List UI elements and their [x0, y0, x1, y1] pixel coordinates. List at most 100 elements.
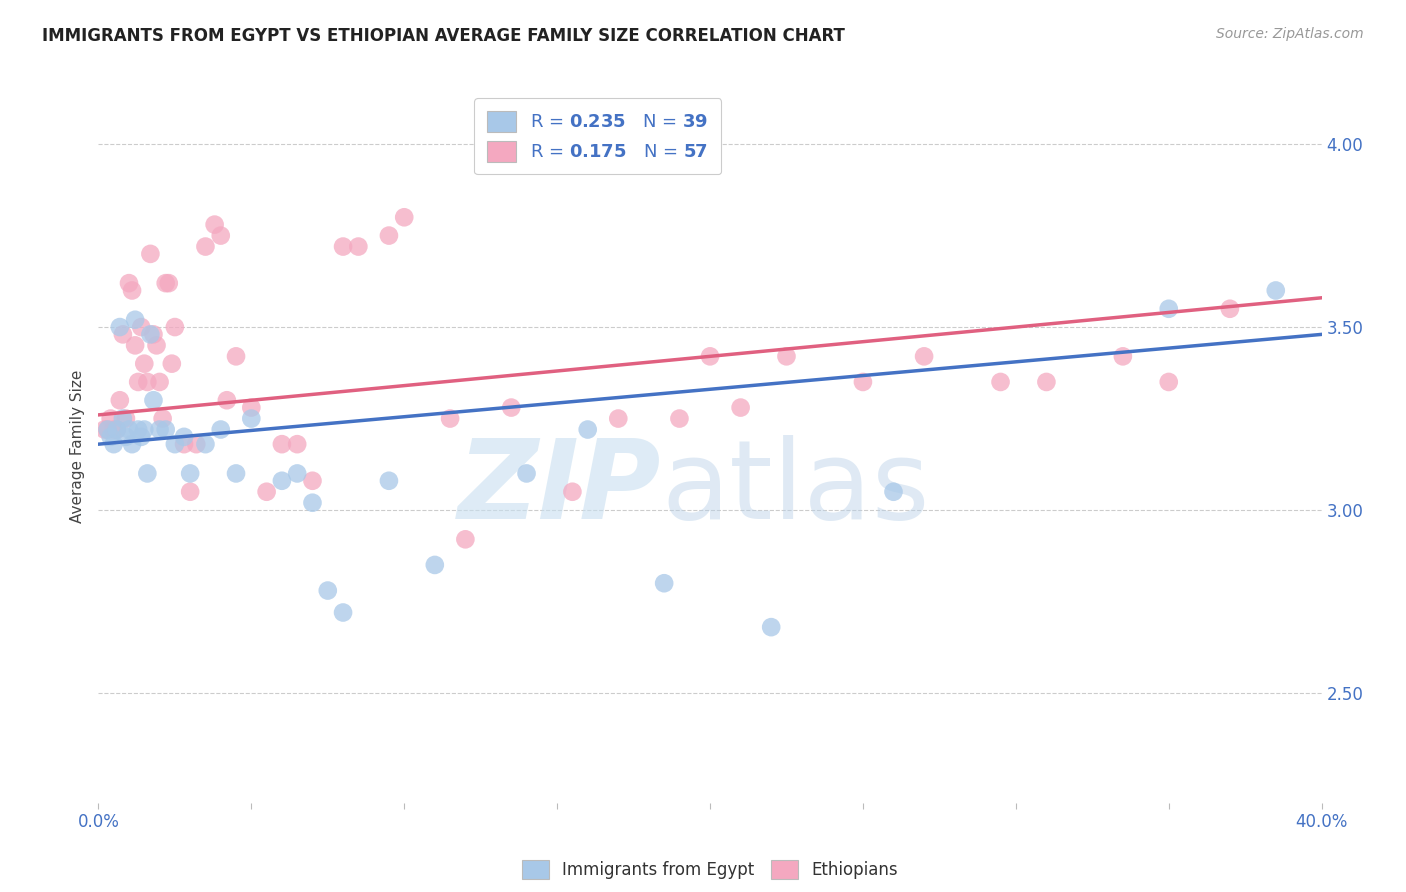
Point	[118, 423, 141, 437]
Text: Source: ZipAtlas.com: Source: ZipAtlas.com	[1216, 27, 1364, 41]
Legend: Immigrants from Egypt, Ethiopians: Immigrants from Egypt, Ethiopians	[515, 851, 905, 888]
Point	[97, 423, 120, 437]
Point	[1264, 284, 1286, 298]
Point	[240, 411, 263, 425]
Point	[142, 393, 165, 408]
Point	[127, 375, 149, 389]
Point	[155, 276, 177, 290]
Point	[115, 411, 138, 425]
Point	[142, 327, 165, 342]
Point	[204, 218, 226, 232]
Point	[316, 583, 339, 598]
Point	[121, 284, 143, 298]
Point	[173, 437, 195, 451]
Point	[392, 211, 416, 225]
Point	[97, 423, 120, 437]
Text: IMMIGRANTS FROM EGYPT VS ETHIOPIAN AVERAGE FAMILY SIZE CORRELATION CHART: IMMIGRANTS FROM EGYPT VS ETHIOPIAN AVERA…	[42, 27, 845, 45]
Point	[270, 474, 294, 488]
Point	[100, 411, 122, 425]
Point	[103, 423, 125, 437]
Point	[652, 576, 675, 591]
Point	[378, 228, 401, 243]
Point	[1219, 301, 1241, 316]
Point	[240, 401, 263, 415]
Point	[136, 467, 159, 481]
Point	[194, 437, 217, 451]
Point	[179, 484, 201, 499]
Point	[912, 349, 935, 363]
Point	[607, 411, 630, 425]
Point	[108, 393, 131, 408]
Point	[149, 423, 172, 437]
Point	[105, 423, 128, 437]
Point	[423, 558, 446, 572]
Point	[225, 349, 247, 363]
Point	[852, 375, 875, 389]
Point	[1035, 375, 1057, 389]
Point	[332, 606, 354, 620]
Point	[93, 423, 115, 437]
Point	[179, 467, 201, 481]
Point	[1157, 375, 1180, 389]
Point	[775, 349, 797, 363]
Point	[124, 312, 146, 326]
Point	[883, 484, 905, 499]
Point	[270, 437, 294, 451]
Point	[301, 496, 323, 510]
Point	[124, 338, 146, 352]
Point	[136, 375, 159, 389]
Point	[160, 357, 183, 371]
Point	[699, 349, 721, 363]
Point	[439, 411, 461, 425]
Point	[1157, 301, 1180, 316]
Point	[111, 327, 134, 342]
Point	[157, 276, 180, 290]
Point	[127, 423, 149, 437]
Point	[186, 437, 208, 451]
Point	[990, 375, 1012, 389]
Point	[108, 320, 131, 334]
Point	[105, 423, 128, 437]
Point	[139, 247, 162, 261]
Point	[576, 423, 599, 437]
Point	[152, 411, 174, 425]
Point	[516, 467, 538, 481]
Point	[194, 239, 217, 253]
Point	[129, 320, 152, 334]
Point	[1112, 349, 1135, 363]
Point	[332, 239, 354, 253]
Point	[347, 239, 370, 253]
Point	[668, 411, 690, 425]
Point	[285, 437, 308, 451]
Point	[121, 437, 143, 451]
Point	[215, 393, 238, 408]
Point	[139, 327, 162, 342]
Point	[100, 430, 122, 444]
Point	[378, 474, 401, 488]
Point	[134, 357, 156, 371]
Point	[209, 228, 232, 243]
Text: atlas: atlas	[661, 435, 929, 542]
Point	[501, 401, 523, 415]
Point	[561, 484, 583, 499]
Point	[256, 484, 278, 499]
Point	[285, 467, 308, 481]
Point	[163, 320, 186, 334]
Point	[173, 430, 195, 444]
Point	[115, 430, 138, 444]
Point	[225, 467, 247, 481]
Point	[454, 533, 477, 547]
Point	[134, 423, 156, 437]
Point	[730, 401, 752, 415]
Point	[301, 474, 323, 488]
Point	[118, 276, 141, 290]
Point	[163, 437, 186, 451]
Point	[111, 411, 134, 425]
Y-axis label: Average Family Size: Average Family Size	[70, 369, 86, 523]
Point	[103, 437, 125, 451]
Point	[149, 375, 172, 389]
Point	[145, 338, 167, 352]
Text: ZIP: ZIP	[457, 435, 661, 542]
Point	[155, 423, 177, 437]
Point	[761, 620, 783, 634]
